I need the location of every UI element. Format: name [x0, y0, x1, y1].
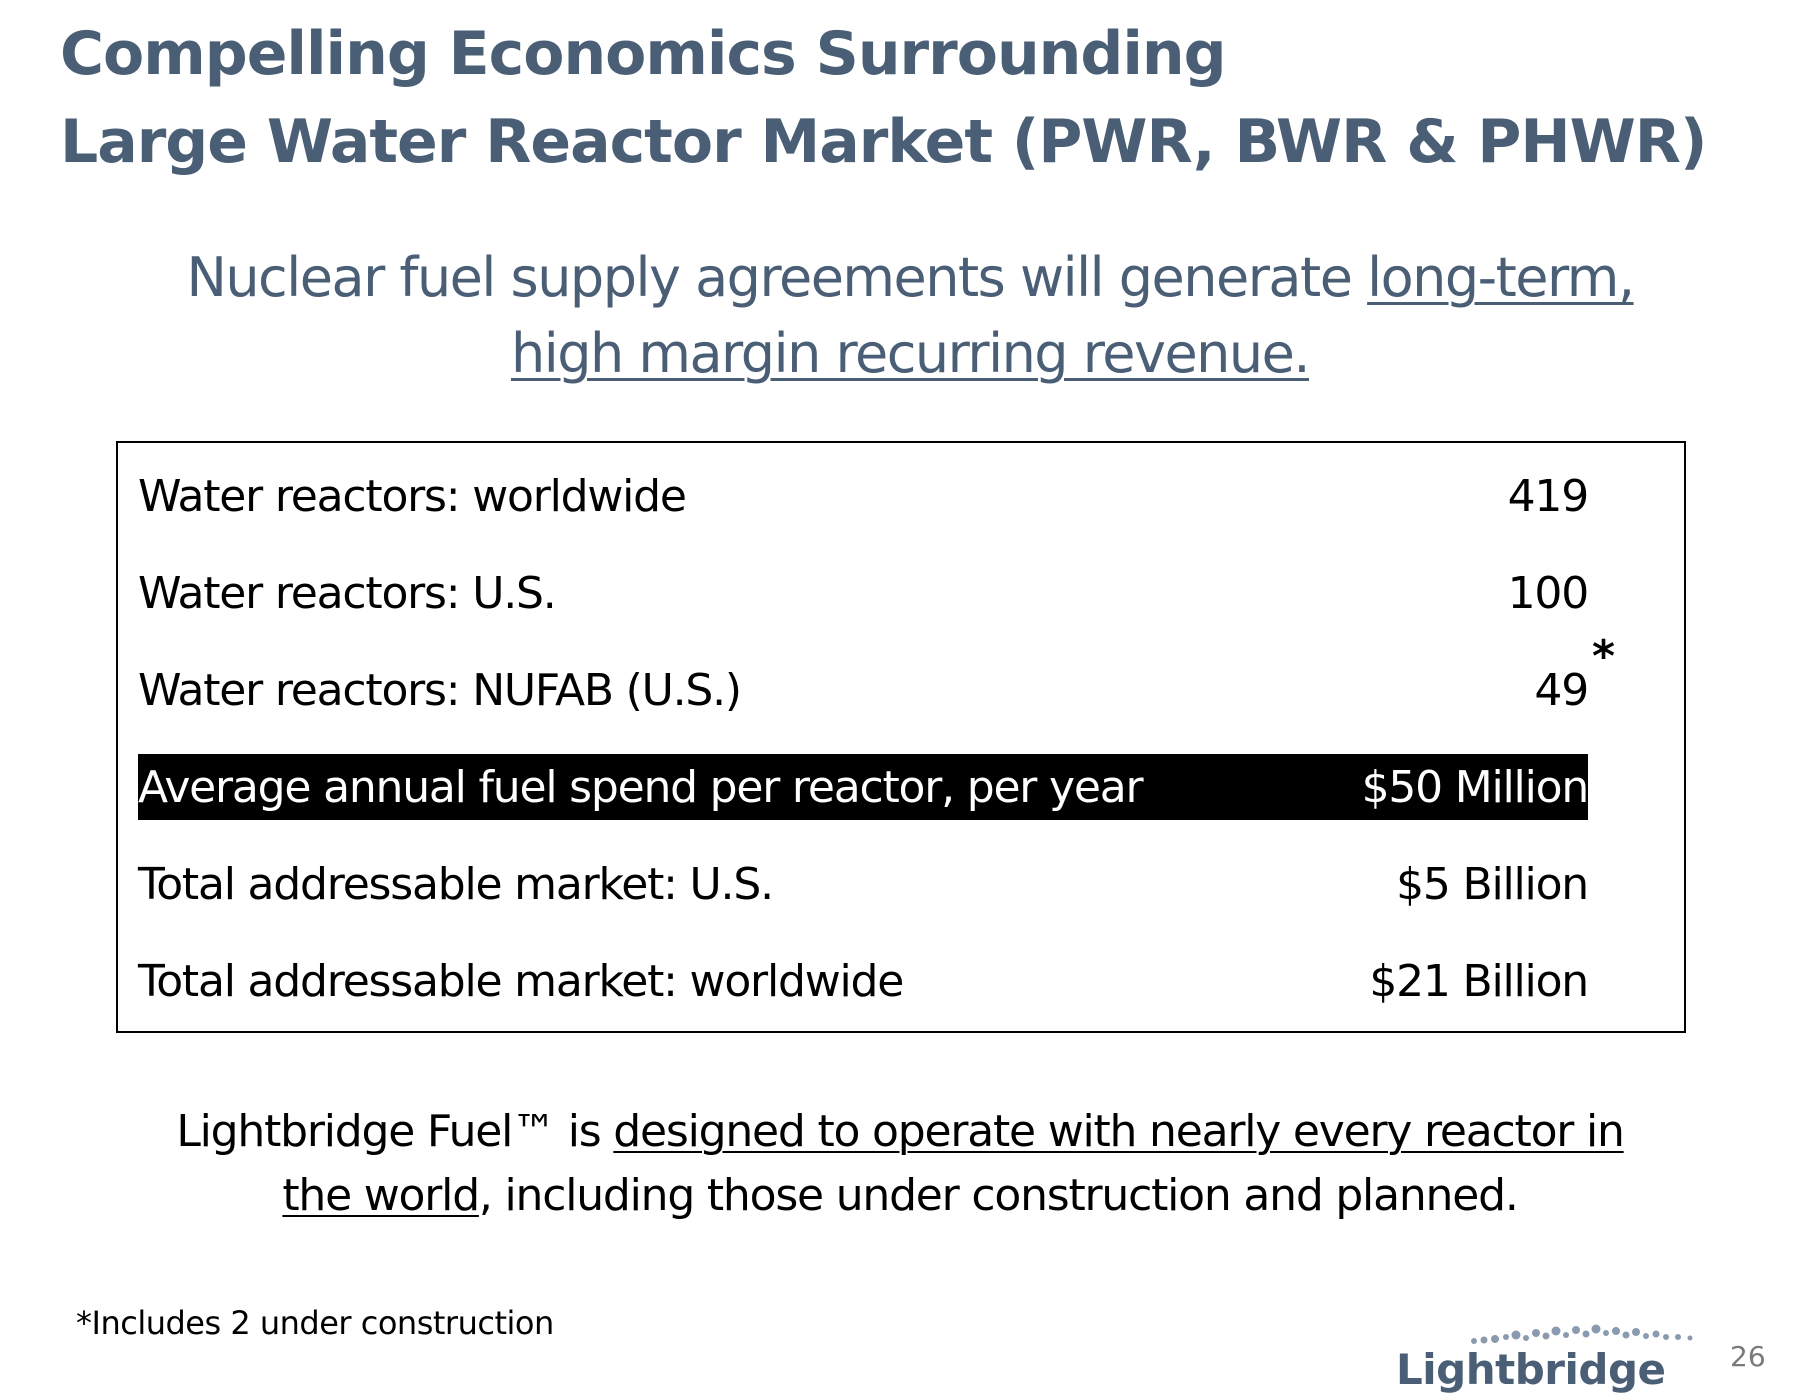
asterisk-mark: * — [1592, 631, 1616, 682]
title-line-1: Compelling Economics Surrounding — [60, 19, 1227, 89]
row-label: Average annual fuel spend per reactor, p… — [138, 761, 1144, 813]
table-row: Total addressable market: worldwide $21 … — [138, 948, 1589, 1014]
market-table: Water reactors: worldwide 419 Water reac… — [116, 441, 1686, 1033]
slide-title: Compelling Economics Surrounding Large W… — [60, 10, 1760, 186]
page-number: 26 — [1730, 1340, 1766, 1373]
subtitle: Nuclear fuel supply agreements will gene… — [130, 240, 1690, 392]
row-value: 49 — [1534, 664, 1589, 716]
table-row: Water reactors: worldwide 419 — [138, 463, 1590, 529]
statement-underlined: designed to operate with nearly every re… — [282, 1106, 1625, 1221]
table-row: Total addressable market: U.S. $5 Billio… — [138, 851, 1589, 917]
row-value: 100 — [1507, 567, 1590, 619]
row-value: 419 — [1507, 470, 1590, 522]
row-label: Water reactors: U.S. — [138, 567, 557, 619]
row-label: Total addressable market: worldwide — [138, 955, 904, 1007]
footnote: *Includes 2 under construction — [76, 1304, 554, 1342]
logo-dots-icon — [1471, 1324, 1693, 1344]
subtitle-underlined-1: long-term, — [1367, 246, 1635, 309]
row-value: $21 Billion — [1369, 955, 1589, 1007]
lightbridge-logo: Lightbridge — [1396, 1315, 1696, 1395]
table-row: Water reactors: NUFAB (U.S.) 49 — [138, 657, 1589, 723]
table-row: Water reactors: U.S. 100 — [138, 560, 1590, 626]
subtitle-underlined-2: high margin recurring revenue. — [510, 322, 1311, 385]
statement-lead: Lightbridge Fuel™ is — [176, 1106, 614, 1157]
subtitle-text: Nuclear fuel supply agreements will gene… — [186, 246, 1368, 309]
row-label: Water reactors: worldwide — [138, 470, 687, 522]
table-row-highlighted: Average annual fuel spend per reactor, p… — [138, 754, 1590, 820]
row-value: $50 Million — [1361, 761, 1590, 813]
logo-text: Lightbridge — [1396, 1345, 1666, 1394]
row-label: Total addressable market: U.S. — [138, 858, 774, 910]
fuel-statement: Lightbridge Fuel™ is designed to operate… — [140, 1100, 1660, 1228]
title-line-2: Large Water Reactor Market (PWR, BWR & P… — [60, 107, 1707, 177]
statement-tail: , including those under construction and… — [478, 1170, 1519, 1221]
row-label: Water reactors: NUFAB (U.S.) — [138, 664, 742, 716]
row-value: $5 Billion — [1396, 858, 1589, 910]
